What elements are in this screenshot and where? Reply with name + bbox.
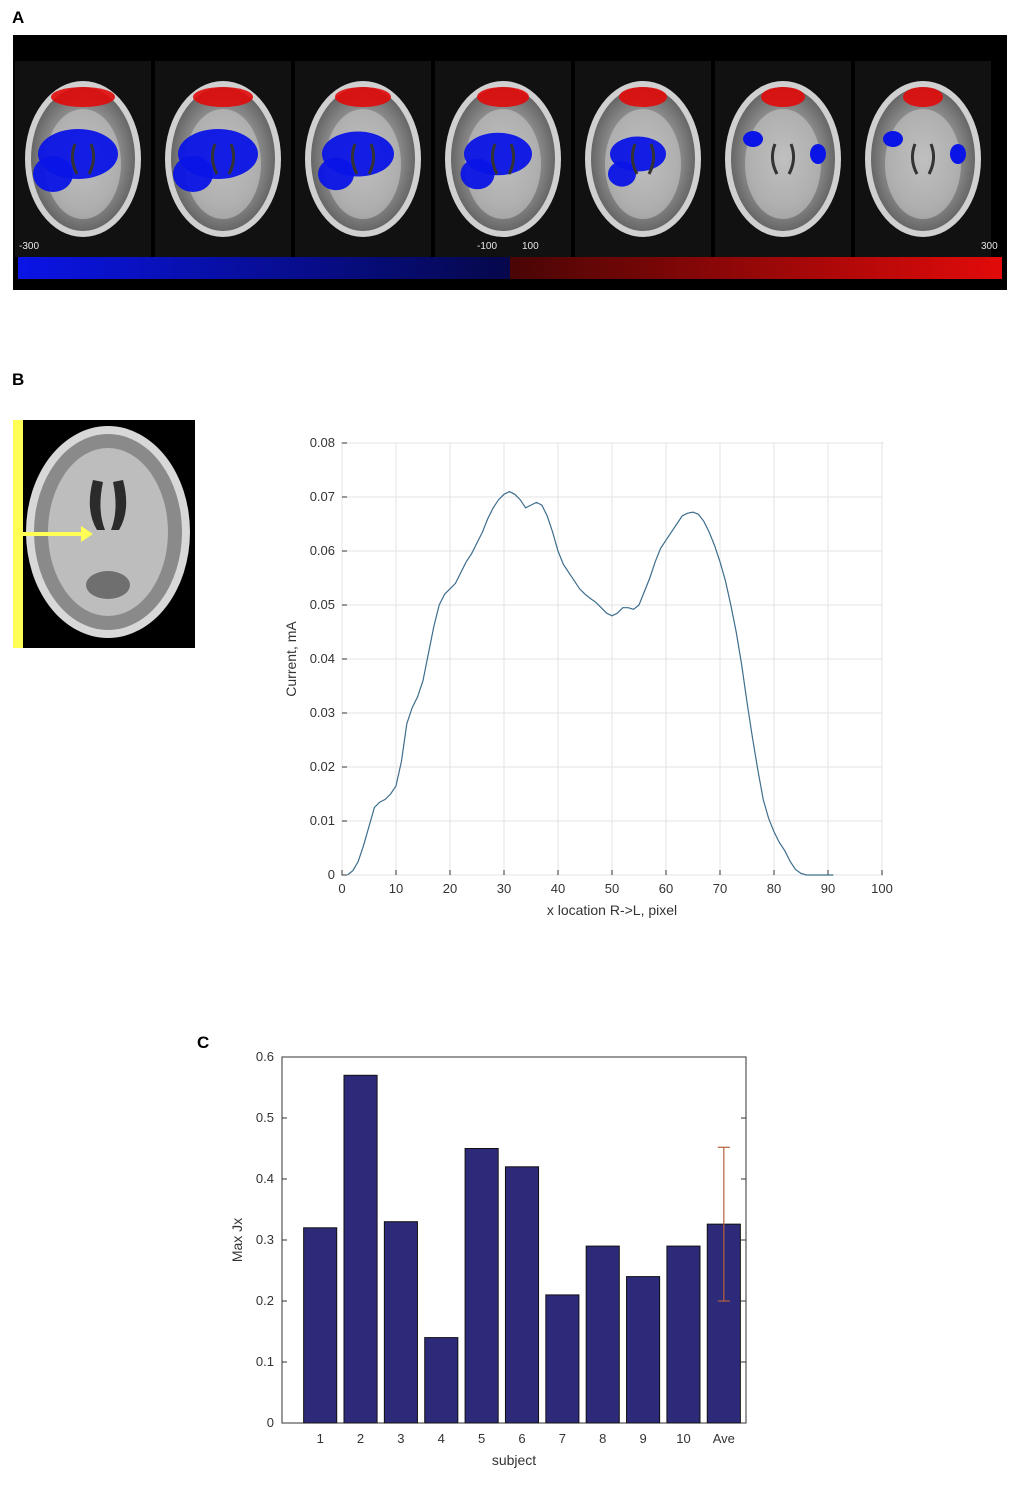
x-tick-label: 50 <box>605 881 619 896</box>
x-tick-label: 5 <box>478 1431 485 1446</box>
x-axis-label: subject <box>492 1452 536 1468</box>
x-tick-label: 6 <box>518 1431 525 1446</box>
x-tick-label: 80 <box>767 881 781 896</box>
bar-3 <box>383 1221 418 1424</box>
activation-negative <box>608 161 636 187</box>
activation-negative <box>318 157 354 191</box>
y-axis-label: Current, mA <box>283 621 299 697</box>
bar-8 <box>585 1245 620 1424</box>
panel-label-b: B <box>12 370 25 389</box>
x-tick-label: Ave <box>713 1431 735 1446</box>
x-tick-label: 10 <box>389 881 403 896</box>
x-tick-label: 90 <box>821 881 835 896</box>
activation-negative <box>33 156 73 192</box>
brain-slice <box>155 61 291 257</box>
max-jx-bar-chart: 0 0.1 0.2 0.3 0.4 0.5 0.6 1 2 3 4 5 6 7 8 9 10 Ave subjec… <box>229 1049 747 1468</box>
activation-negative <box>173 156 213 192</box>
y-tick-label: 0.05 <box>310 597 335 612</box>
activation-negative <box>460 158 495 190</box>
brain-slice <box>715 61 851 257</box>
brain-slice <box>435 61 571 257</box>
activation-negative <box>883 131 903 147</box>
activation-positive <box>335 87 391 107</box>
activation-positive <box>477 87 529 107</box>
x-tick-label: 1 <box>317 1431 324 1446</box>
x-tick-label: 8 <box>599 1431 606 1446</box>
bar-1 <box>303 1227 338 1424</box>
colorbar-label-min: -300 <box>19 241 40 252</box>
white-matter <box>48 448 168 616</box>
activation-positive <box>51 87 115 107</box>
x-tick-label: 40 <box>551 881 565 896</box>
x-tick-label: 4 <box>438 1431 445 1446</box>
bar-10 <box>666 1245 701 1424</box>
y-tick-label: 0.4 <box>256 1171 274 1186</box>
brain-slice <box>15 61 151 257</box>
y-tick-label: 0.5 <box>256 1110 274 1125</box>
x-tick-label: 9 <box>639 1431 646 1446</box>
current-line-chart: 0 10 20 30 40 50 60 70 80 90 100 0 0.01 0.02 0.03 0.04 0… <box>283 435 893 918</box>
bar-2 <box>343 1074 378 1424</box>
colorbar-label-neg-max: -100 <box>477 241 498 252</box>
y-tick-label: 0.01 <box>310 813 335 828</box>
activation-negative <box>810 144 826 164</box>
brain-slice <box>575 61 711 257</box>
colorbar-label-max: 300 <box>981 241 998 252</box>
x-tick-label: 20 <box>443 881 457 896</box>
colorbar-negative <box>18 257 510 279</box>
x-axis-label: x location R->L, pixel <box>547 902 677 918</box>
electrode-bar <box>13 420 23 648</box>
activation-negative <box>950 144 966 164</box>
x-tick-label: 100 <box>871 881 893 896</box>
x-tick-label: 2 <box>357 1431 364 1446</box>
bar-5 <box>464 1148 499 1424</box>
x-tick-label: 30 <box>497 881 511 896</box>
activation-positive <box>761 87 805 107</box>
y-tick-label: 0.1 <box>256 1354 274 1369</box>
series-line-current <box>347 490 834 876</box>
activation-positive <box>193 87 253 107</box>
x-tick-label: 3 <box>397 1431 404 1446</box>
x-tick-label: 60 <box>659 881 673 896</box>
y-tick-label: 0.02 <box>310 759 335 774</box>
x-tick-label: 7 <box>559 1431 566 1446</box>
posterior-structure <box>86 571 130 599</box>
y-tick-label: 0.04 <box>310 651 335 666</box>
y-tick-label: 0.3 <box>256 1232 274 1247</box>
y-tick-label: 0.6 <box>256 1049 274 1064</box>
right-ventricle <box>111 480 127 530</box>
brain-montage-panel: -300 -100 100 300 <box>13 35 1007 290</box>
y-tick-label: 0 <box>328 867 335 882</box>
y-tick-label: 0.08 <box>310 435 335 450</box>
colorbar-positive <box>510 257 1002 279</box>
x-tick-label: 0 <box>338 881 345 896</box>
activation-positive <box>903 87 943 107</box>
x-tick-label: 70 <box>713 881 727 896</box>
panel-label-c: C <box>197 1033 210 1052</box>
bar-9 <box>626 1276 661 1424</box>
y-tick-label: 0.2 <box>256 1293 274 1308</box>
colorbar-label-pos-min: 100 <box>522 241 539 252</box>
axial-slice-with-arrow <box>13 420 195 648</box>
brain-slice <box>295 61 431 257</box>
left-ventricle <box>89 480 105 530</box>
bar-6 <box>504 1166 540 1424</box>
y-tick-label: 0.06 <box>310 543 335 558</box>
panel-label-a: A <box>12 8 25 27</box>
y-axis-label: Max Jx <box>229 1218 245 1262</box>
bar-4 <box>424 1337 459 1424</box>
y-tick-label: 0 <box>267 1415 274 1430</box>
activation-negative <box>743 131 763 147</box>
y-tick-label: 0.03 <box>310 705 335 720</box>
y-tick-label: 0.07 <box>310 489 335 504</box>
axial-slice-montage <box>15 61 991 257</box>
brain-slice <box>855 61 991 257</box>
x-tick-label: 10 <box>676 1431 690 1446</box>
bar-7 <box>545 1294 580 1424</box>
arrow-head-icon <box>81 526 93 542</box>
activation-positive <box>619 87 667 107</box>
